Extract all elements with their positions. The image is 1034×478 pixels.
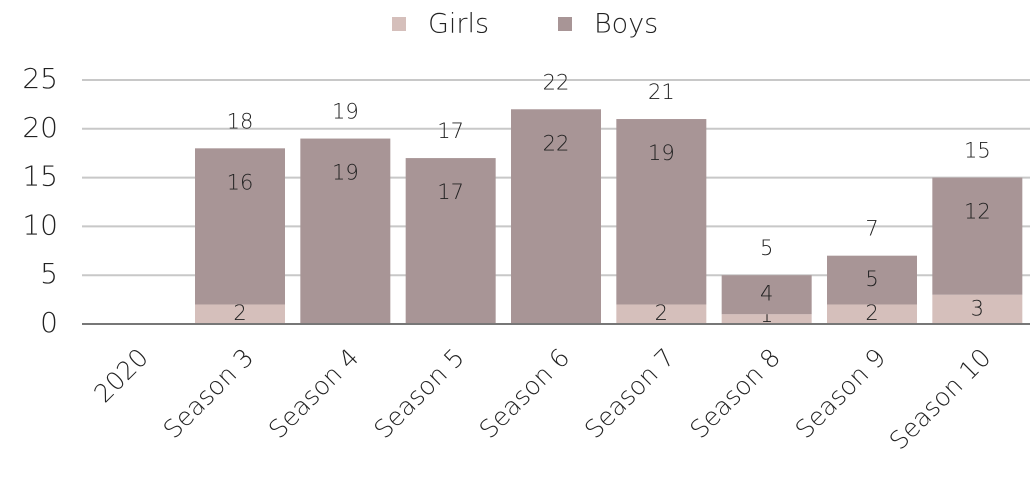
y-tick-label: 15 — [22, 160, 58, 193]
total-label: 18 — [227, 109, 254, 133]
x-tick-label: Season 10 — [884, 343, 997, 456]
total-label: 19 — [332, 100, 359, 124]
bar-segment — [195, 304, 285, 324]
data-label: 22 — [543, 131, 570, 155]
data-label: 16 — [227, 170, 254, 194]
legend-swatch — [558, 17, 572, 31]
bar-segment — [616, 304, 707, 324]
bar-segment — [721, 275, 812, 315]
data-label: 2 — [865, 301, 878, 325]
x-tick-label: Season 6 — [474, 343, 576, 445]
data-label: 2 — [233, 301, 246, 325]
x-tick-label: Season 8 — [684, 343, 786, 445]
total-label: 5 — [760, 236, 773, 260]
data-label: 19 — [332, 161, 359, 185]
data-label: 4 — [760, 282, 773, 306]
total-label: 21 — [648, 80, 675, 104]
data-label: 19 — [648, 141, 675, 165]
data-label: 5 — [865, 267, 878, 291]
total-label: 17 — [437, 119, 464, 143]
bar-segment — [932, 294, 1023, 324]
data-label: 12 — [964, 200, 991, 224]
y-tick-label: 10 — [22, 208, 58, 241]
data-label: 3 — [971, 296, 984, 320]
legend-label: Girls — [428, 9, 489, 40]
total-label: 15 — [964, 139, 991, 163]
total-label: 22 — [543, 70, 570, 94]
bar-segment — [932, 177, 1023, 295]
legend-label: Boys — [594, 9, 658, 40]
bar-segment — [300, 138, 391, 324]
legend-swatch — [392, 17, 406, 31]
data-label: 2 — [655, 301, 668, 325]
x-tick-label: 2020 — [88, 343, 153, 408]
data-label: 17 — [437, 180, 464, 204]
total-label: 7 — [865, 217, 878, 241]
y-tick-label: 5 — [40, 257, 58, 290]
y-tick-label: 0 — [40, 306, 58, 339]
x-tick-label: Season 5 — [368, 343, 470, 445]
bar-segment — [721, 314, 812, 324]
x-tick-label: Season 7 — [579, 343, 681, 445]
bar-segment — [511, 109, 601, 324]
bar-segment — [827, 255, 917, 305]
bar-segment — [195, 148, 285, 305]
x-tick-label: Season 9 — [790, 343, 892, 445]
bar-segment — [405, 158, 496, 324]
x-tick-label: Season 3 — [158, 343, 260, 445]
bar-segment — [827, 304, 917, 324]
y-tick-label: 25 — [22, 62, 58, 95]
bar-segment — [616, 119, 707, 305]
x-tick-label: Season 4 — [263, 343, 365, 445]
y-tick-label: 20 — [22, 111, 58, 144]
